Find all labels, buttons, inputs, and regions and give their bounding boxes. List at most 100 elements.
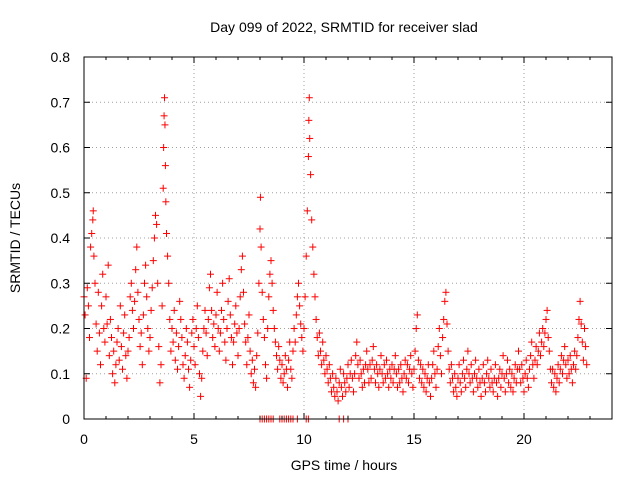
data-point [212, 311, 220, 319]
data-point [524, 383, 532, 391]
data-point [268, 279, 276, 287]
data-point [443, 320, 451, 328]
data-point [582, 343, 590, 351]
data-point [183, 338, 191, 346]
data-point [353, 338, 361, 346]
data-point [493, 379, 500, 387]
data-point [528, 338, 536, 346]
data-point [214, 325, 222, 332]
data-point [430, 347, 438, 355]
data-point [231, 320, 239, 328]
data-point [155, 343, 163, 351]
data-point [166, 315, 174, 323]
data-point [125, 334, 133, 342]
data-point [176, 297, 184, 305]
data-point [197, 392, 205, 400]
data-point [269, 306, 277, 314]
data-point [497, 383, 505, 391]
data-point [411, 347, 419, 355]
data-point [559, 370, 566, 378]
data-point [92, 320, 100, 328]
data-point [121, 311, 129, 319]
data-point [474, 383, 482, 391]
data-point [403, 361, 411, 369]
data-point [289, 347, 297, 355]
data-point [308, 216, 316, 224]
data-point [86, 334, 93, 342]
data-point [477, 392, 485, 400]
data-point [130, 325, 137, 332]
data-point [148, 284, 156, 292]
data-point [247, 370, 255, 378]
data-point [138, 361, 146, 369]
data-point [174, 365, 181, 373]
data-point [146, 334, 154, 342]
data-point [460, 356, 467, 364]
data-point [429, 361, 437, 369]
data-point [240, 288, 247, 296]
tick-labels: 0 0.1 0.2 0.3 0.4 0.5 0.6 0.7 0.8 0 5 10 15 20 [51, 49, 532, 447]
data-point [554, 361, 562, 369]
data-point [142, 261, 150, 269]
data-point [548, 379, 555, 387]
data-point [366, 361, 374, 369]
data-point [295, 279, 302, 287]
data-point [89, 216, 97, 224]
data-point [555, 379, 563, 387]
data-point [111, 379, 119, 387]
data-point [507, 383, 515, 391]
data-point [425, 379, 433, 387]
data-point [109, 370, 117, 378]
data-point [276, 356, 284, 364]
data-point [292, 311, 300, 319]
data-point [201, 306, 209, 314]
data-point [83, 284, 91, 292]
x-tick-label: 15 [406, 431, 422, 447]
data-point [90, 252, 98, 260]
data-point [391, 352, 399, 360]
data-point [549, 365, 557, 373]
data-point [285, 356, 293, 364]
data-point [230, 338, 238, 346]
data-point [145, 347, 153, 355]
data-point [566, 352, 574, 360]
data-point [210, 320, 218, 328]
data-point [552, 388, 560, 396]
data-point [149, 257, 157, 265]
data-point [345, 383, 353, 391]
data-point [471, 370, 478, 378]
data-point [164, 252, 172, 260]
data-point [419, 365, 427, 373]
data-point [132, 266, 140, 274]
data-point [392, 370, 400, 378]
data-point [482, 388, 489, 396]
data-point [284, 383, 291, 391]
data-point [342, 388, 350, 396]
data-point [192, 325, 200, 332]
x-tick-label: 0 [80, 431, 88, 447]
y-tick-label: 0.4 [51, 230, 71, 246]
data-point [350, 388, 357, 396]
data-point [531, 356, 539, 364]
data-point [81, 311, 89, 319]
data-point [543, 306, 551, 314]
data-point [453, 392, 461, 400]
data-point [120, 329, 128, 337]
data-point [105, 352, 113, 360]
data-point [375, 383, 383, 391]
data-point [288, 374, 296, 382]
data-point [501, 388, 509, 396]
data-point [243, 361, 251, 369]
data-point [454, 374, 462, 382]
data-point [491, 361, 499, 369]
data-point [122, 352, 130, 360]
data-point [106, 315, 114, 323]
data-point [128, 306, 136, 314]
data-point [364, 365, 372, 373]
data-point [414, 356, 422, 364]
data-point [323, 365, 331, 373]
data-point [300, 325, 308, 332]
data-point [236, 293, 244, 301]
data-point [159, 184, 167, 192]
data-point [287, 365, 295, 373]
